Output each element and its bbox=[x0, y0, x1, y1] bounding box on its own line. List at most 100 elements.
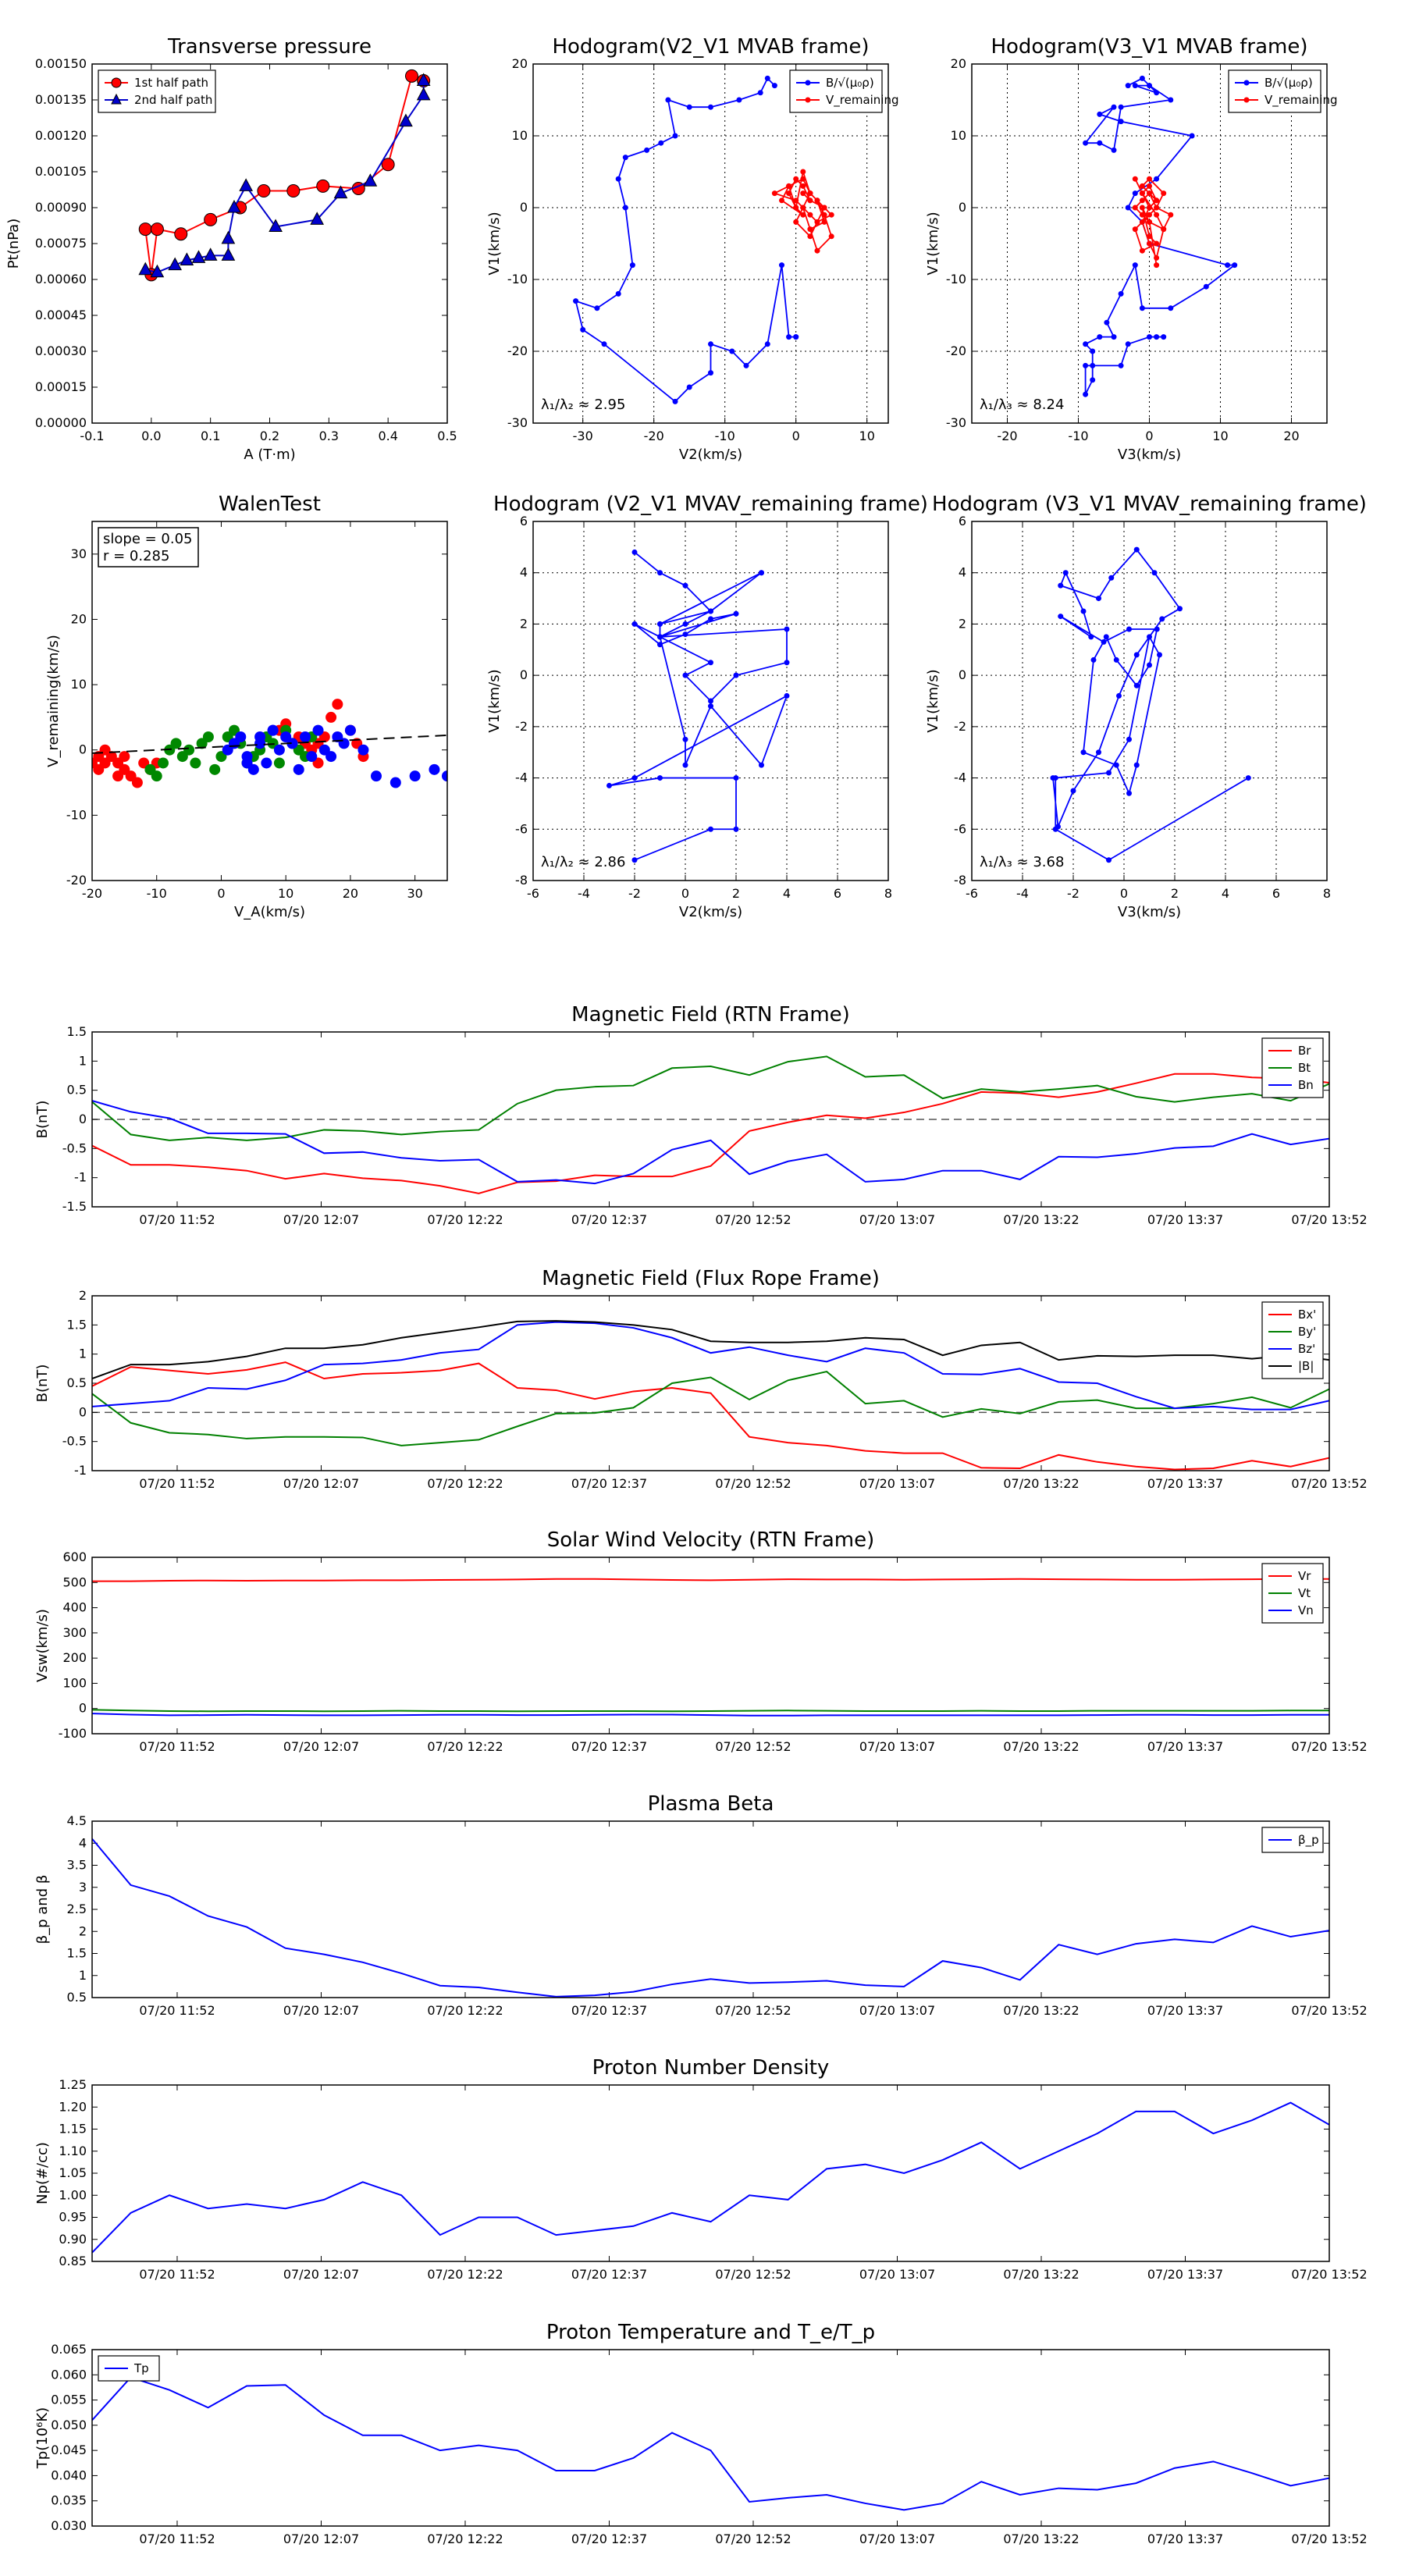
data-point bbox=[1245, 775, 1251, 781]
data-point bbox=[344, 724, 356, 736]
data-point bbox=[1111, 147, 1117, 153]
data-point bbox=[312, 724, 324, 736]
legend: 1st half path 2nd half path bbox=[98, 69, 216, 113]
data-point bbox=[1168, 212, 1174, 218]
data-point bbox=[1139, 75, 1145, 81]
axes-frame bbox=[91, 1295, 1330, 1471]
x-tick-label: 07/20 13:37 bbox=[1147, 1739, 1223, 1754]
x-tick-label: 07/20 12:37 bbox=[571, 2267, 647, 2282]
data-point bbox=[371, 770, 382, 782]
series-line-|B| bbox=[92, 1320, 1329, 1379]
y-tick-label: 20 bbox=[512, 56, 528, 71]
data-point bbox=[657, 621, 663, 627]
x-tick-label: 07/20 12:52 bbox=[715, 2267, 791, 2282]
x-tick-label: 07/20 13:22 bbox=[1003, 1476, 1079, 1491]
data-point bbox=[1225, 262, 1231, 269]
x-tick-label: 07/20 12:07 bbox=[283, 1739, 359, 1754]
x-tick-label: -10 bbox=[1068, 429, 1088, 443]
data-point bbox=[1090, 377, 1096, 383]
data-point bbox=[338, 738, 350, 749]
data-point bbox=[1132, 262, 1138, 269]
stats-line: slope = 0.05 bbox=[103, 531, 193, 547]
data-point bbox=[800, 169, 806, 175]
y-tick-label: 600 bbox=[62, 1550, 87, 1564]
x-tick-label: 30 bbox=[407, 886, 422, 901]
chart-title: Magnetic Field (RTN Frame) bbox=[571, 1003, 850, 1026]
data-point bbox=[814, 197, 820, 204]
data-point bbox=[1125, 83, 1131, 89]
x-tick-label: -10 bbox=[715, 429, 735, 443]
x-tick-label: 07/20 12:37 bbox=[571, 1476, 647, 1491]
chart-wt: WalenTest -20 -10 0 10 20 30 -20 -10 0 10 20 30 V_A(k… bbox=[45, 493, 448, 920]
data-point bbox=[1097, 140, 1103, 146]
data-point-triangle bbox=[399, 113, 413, 127]
data-point bbox=[733, 610, 739, 617]
data-point bbox=[1126, 790, 1132, 796]
legend-label: 2nd half path bbox=[134, 93, 212, 107]
x-tick-label: 07/20 13:52 bbox=[1291, 1212, 1367, 1227]
y-tick-label: -1 bbox=[74, 1170, 87, 1185]
x-tick-label: 07/20 13:22 bbox=[1003, 2003, 1079, 2018]
data-point bbox=[1088, 634, 1094, 640]
y-tick-label: 1 bbox=[79, 1347, 87, 1361]
data-point-circle bbox=[257, 184, 271, 198]
data-point-circle bbox=[381, 158, 395, 172]
ratio-annotation: λ₁/λ₂ ≈ 2.86 bbox=[541, 854, 625, 870]
data-point bbox=[1154, 197, 1160, 204]
y-axis-label: V1(km/s) bbox=[486, 669, 503, 732]
x-tick-label: -6 bbox=[966, 886, 978, 901]
y-axis-label: V_remaining(km/s) bbox=[45, 635, 62, 767]
data-point bbox=[631, 621, 638, 627]
data-point bbox=[793, 219, 799, 225]
data-point bbox=[793, 334, 799, 340]
data-point bbox=[1132, 176, 1138, 182]
data-point bbox=[1111, 104, 1117, 110]
data-point bbox=[800, 205, 806, 211]
data-point bbox=[771, 83, 777, 89]
data-point bbox=[786, 334, 792, 340]
data-point bbox=[241, 757, 253, 769]
y-tick-label: 0.95 bbox=[59, 2210, 87, 2225]
data-point bbox=[784, 660, 790, 666]
x-tick-label: 07/20 13:52 bbox=[1291, 1739, 1367, 1754]
plot-area bbox=[1050, 546, 1251, 863]
data-point-triangle bbox=[333, 185, 348, 199]
y-tick-label: 0.00000 bbox=[35, 415, 87, 430]
chart-title: Hodogram(V2_V1 MVAB frame) bbox=[552, 35, 869, 59]
x-tick-label: 07/20 12:52 bbox=[715, 1476, 791, 1491]
x-tick-label: 20 bbox=[1283, 429, 1299, 443]
data-point bbox=[764, 75, 770, 81]
data-point bbox=[267, 724, 279, 736]
data-point bbox=[1139, 190, 1145, 197]
axes-frame bbox=[971, 63, 1328, 424]
x-tick-label: 07/20 13:07 bbox=[859, 1212, 935, 1227]
y-tick-label: 0 bbox=[520, 667, 528, 682]
data-point-triangle bbox=[191, 250, 206, 263]
x-tick-label: 0 bbox=[1120, 886, 1128, 901]
y-tick-label: 2 bbox=[520, 616, 528, 631]
data-point bbox=[1080, 749, 1087, 756]
data-point bbox=[759, 762, 764, 768]
data-point bbox=[1139, 212, 1145, 218]
ratio-annotation: λ₁/λ₃ ≈ 8.24 bbox=[980, 397, 1064, 413]
y-tick-label: 0 bbox=[959, 200, 966, 215]
x-tick-label: 07/20 11:52 bbox=[139, 1476, 215, 1491]
data-point bbox=[729, 348, 735, 354]
x-tick-label: 07/20 12:52 bbox=[715, 2003, 791, 2018]
data-point bbox=[1113, 656, 1119, 663]
legend-box bbox=[789, 69, 883, 113]
y-tick-label: -10 bbox=[507, 272, 528, 286]
axes-frame bbox=[91, 63, 448, 424]
x-tick-label: 07/20 12:52 bbox=[715, 1739, 791, 1754]
data-point bbox=[1083, 391, 1089, 397]
data-point bbox=[442, 770, 447, 782]
data-point bbox=[1139, 305, 1145, 311]
x-tick-label: 07/20 11:52 bbox=[139, 1739, 215, 1754]
data-point bbox=[708, 370, 713, 376]
chart-title: Magnetic Field (Flux Rope Frame) bbox=[542, 1267, 880, 1290]
data-point bbox=[1096, 749, 1101, 756]
x-tick-label: 07/20 12:37 bbox=[571, 1739, 647, 1754]
data-point bbox=[573, 298, 579, 304]
data-point bbox=[786, 183, 792, 189]
data-point bbox=[601, 341, 607, 347]
